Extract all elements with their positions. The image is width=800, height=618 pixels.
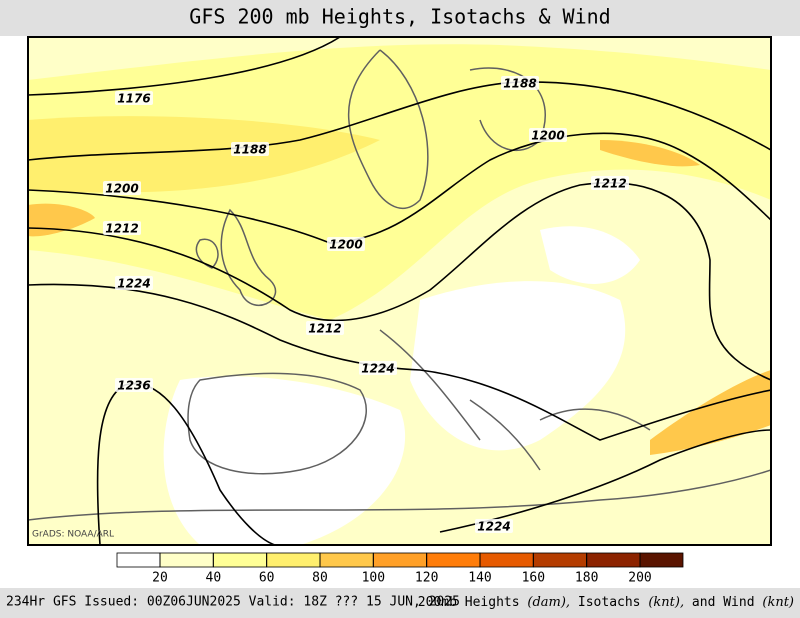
colorbar-tick-label: 80 — [312, 571, 328, 586]
title-bar — [0, 0, 800, 36]
footer-part: Isotachs — [578, 595, 641, 610]
colorbar-tick-label: 200 — [628, 571, 651, 586]
colorbar-tick-label: 60 — [259, 571, 275, 586]
footer-bar — [0, 588, 800, 618]
contour-label-bg — [103, 181, 141, 195]
contour-label: 1188 — [503, 77, 536, 91]
isotach-lt20 — [540, 226, 640, 284]
map-frame — [27, 36, 772, 546]
contour-label-bg — [103, 221, 141, 235]
contour-label-bg — [359, 361, 397, 375]
contour-label-bg — [231, 142, 269, 156]
colorbar: 20 40 60 80 100 120 140 160 180 200 — [116, 552, 684, 586]
map-fields: 1176 1188 1188 1200 1200 1200 1212 1212 1212 1224… — [28, 37, 771, 545]
colorbar-tick-label: 140 — [468, 571, 491, 586]
contour-label: 1236 — [117, 379, 150, 393]
colorbar-segment — [266, 552, 321, 568]
isotach-80 — [600, 140, 700, 167]
colorbar-segment — [116, 552, 161, 568]
colorbar-segment — [532, 552, 588, 568]
contour-label-bg — [529, 128, 567, 142]
contour-label: 1224 — [361, 362, 394, 376]
contour-label: 1212 — [105, 222, 138, 236]
contour-label-bg — [115, 91, 153, 105]
contour-label: 1224 — [477, 520, 510, 534]
colorbar-segment — [372, 552, 428, 568]
colorbar-tick-label: 40 — [206, 571, 222, 586]
isotach-lt20 — [163, 376, 406, 545]
contour-label: 1212 — [308, 322, 341, 336]
footer-part: (knt) — [762, 595, 794, 610]
isotach-lt20 — [410, 281, 626, 451]
colorbar-segment — [639, 552, 684, 568]
contour-label-bg — [115, 276, 153, 290]
contour-label: 1188 — [233, 143, 266, 157]
colorbar-tick-label: 120 — [415, 571, 438, 586]
colorbar-tick-label: 180 — [575, 571, 598, 586]
footer-right: 200mb Heights (dam), Isotachs (knt), and… — [418, 595, 794, 610]
colorbar-segment — [479, 552, 534, 568]
title: GFS 200 mb Heights, Isotachs & Wind — [189, 5, 610, 29]
footer-part: (dam), — [527, 595, 570, 610]
contour-label-bg — [115, 378, 153, 392]
colorbar-tick-label: 100 — [362, 571, 385, 586]
footer-part: (knt), — [648, 595, 684, 610]
contour-label-bg — [306, 321, 344, 335]
isotach-60 — [28, 116, 380, 193]
colorbar-segment — [586, 552, 641, 568]
coastlines — [28, 49, 771, 521]
credit: GrADS: NOAA/ARL — [32, 530, 114, 540]
contour-label-bg — [327, 237, 365, 251]
contour-label: 1224 — [117, 277, 150, 291]
footer-part: and Wind — [692, 595, 755, 610]
colorbar-segment — [212, 552, 268, 568]
contour-label: 1200 — [531, 129, 564, 143]
height-contours — [28, 37, 771, 545]
footer-left: 234Hr GFS Issued: 00Z06JUN2025 Valid: 18… — [6, 595, 460, 610]
contour-label-bg — [475, 519, 513, 533]
contour-label-bg — [501, 76, 539, 90]
map: 1176 1188 1188 1200 1200 1200 1212 1212 1212 1224… — [27, 36, 772, 546]
footer-part: 200mb Heights — [418, 595, 520, 610]
contour-label: 1200 — [329, 238, 362, 252]
colorbar-tick-label: 160 — [522, 571, 545, 586]
colorbar-tick-label: 20 — [152, 571, 168, 586]
isotach-40 — [28, 44, 771, 321]
contour-label-bg — [591, 176, 629, 190]
contour-label: 1212 — [593, 177, 626, 191]
colorbar-segment — [319, 552, 374, 568]
contour-label: 1176 — [117, 92, 150, 106]
contour-label: 1200 — [105, 182, 138, 196]
colorbar-segment — [159, 552, 214, 568]
colorbar-segment — [426, 552, 481, 568]
